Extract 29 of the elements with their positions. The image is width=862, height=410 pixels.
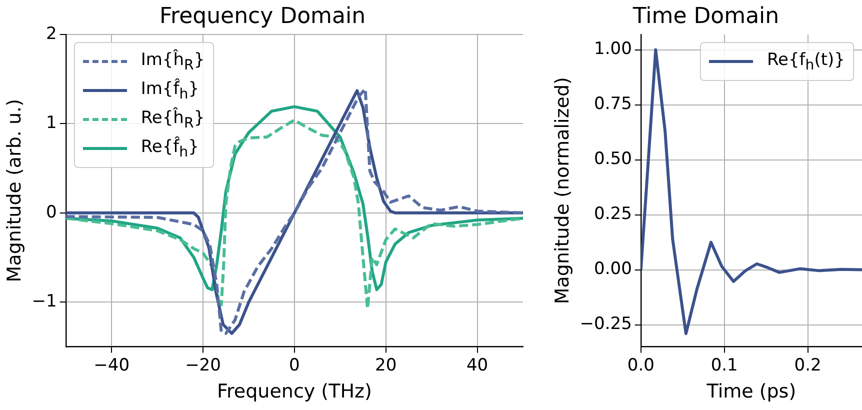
legend-label: Im{f̂$_{h}$} [140, 79, 200, 103]
y-tick-label: 0.50 [594, 149, 632, 170]
y-axis-title: Magnitude (arb. u.) [3, 99, 26, 282]
legend-label: Re{f̂$_{h}$} [140, 137, 199, 161]
x-tick-label: 0.0 [627, 355, 654, 376]
x-tick-label: −20 [185, 355, 221, 376]
y-tick-label: −0.25 [580, 314, 632, 334]
legend-label: Re{ĥ$_{R}$} [140, 108, 205, 132]
y-tick-label: 0.75 [594, 94, 632, 114]
legend-label: Im{ĥ$_{R}$} [140, 50, 205, 74]
x-tick-label: 0 [289, 355, 300, 376]
y-tick-label: 0.00 [594, 259, 632, 280]
x-axis-title: Time (ps) [706, 380, 796, 403]
y-tick-label: 0.25 [594, 204, 632, 224]
y-axis-title: Magnitude (normalized) [551, 77, 574, 304]
legend-label: Re{f$_{h}$(t)} [766, 50, 845, 74]
y-tick-label: 2 [46, 24, 57, 44]
chart-title: Time Domain [632, 4, 780, 29]
y-tick-label: 1 [46, 113, 57, 134]
chart-title: Frequency Domain [159, 4, 366, 29]
y-tick-label: −1 [32, 292, 57, 312]
x-tick-label: −40 [94, 355, 130, 376]
y-tick-label: 1.00 [594, 39, 632, 60]
y-tick-label: 0 [46, 202, 57, 222]
x-tick-label: 40 [466, 355, 488, 376]
x-tick-label: 20 [375, 355, 397, 376]
x-axis-title: Frequency (THz) [216, 380, 372, 403]
x-tick-label: 0.2 [794, 355, 822, 376]
x-tick-label: 0.1 [710, 355, 738, 376]
